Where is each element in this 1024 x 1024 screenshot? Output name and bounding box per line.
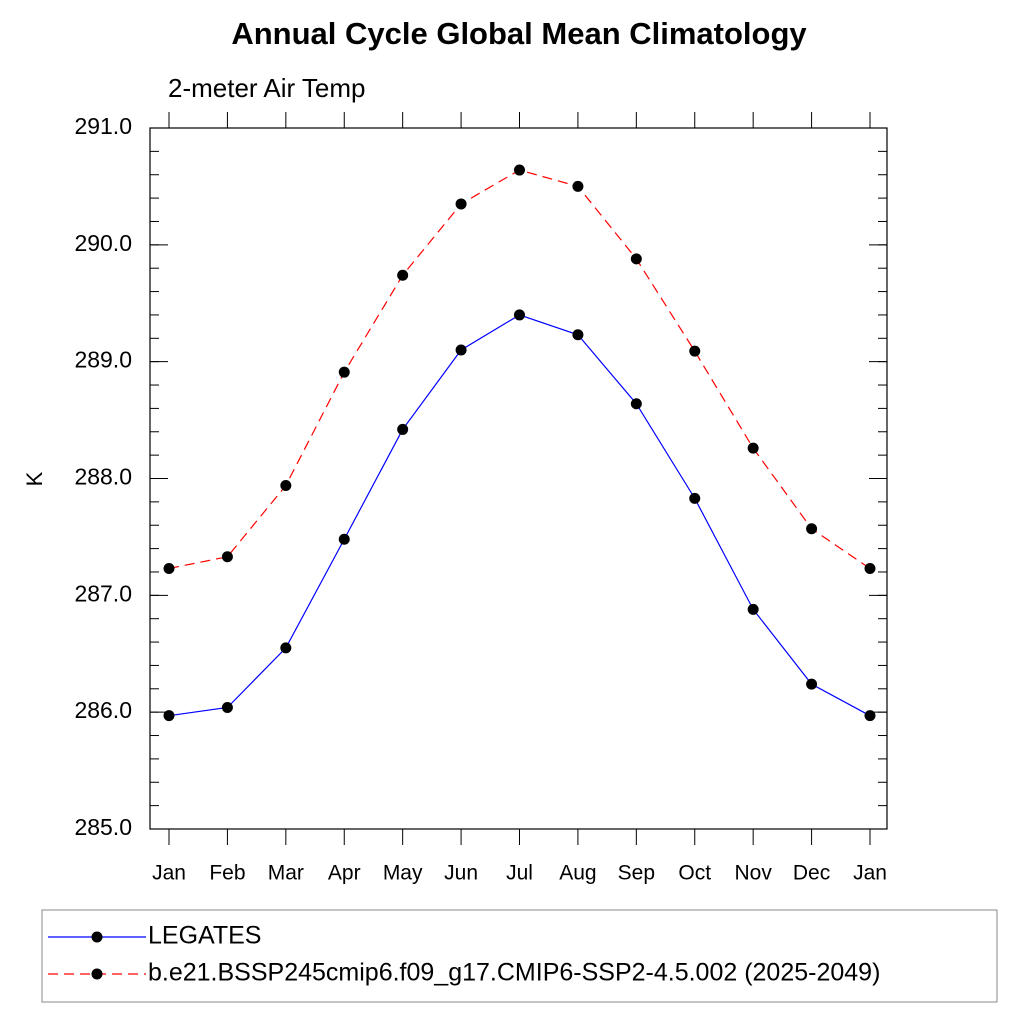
y-tick-label: 287.0 bbox=[74, 580, 132, 606]
y-tick-label: 290.0 bbox=[74, 230, 132, 256]
y-tick-label: 291.0 bbox=[74, 113, 132, 139]
marker bbox=[163, 562, 175, 574]
marker bbox=[338, 366, 350, 378]
marker bbox=[689, 492, 701, 504]
x-tick-label: Sep bbox=[618, 862, 655, 885]
marker bbox=[455, 198, 467, 210]
series-line bbox=[168, 314, 871, 717]
marker bbox=[630, 253, 642, 265]
x-tick-label: Aug bbox=[559, 862, 596, 885]
marker bbox=[689, 345, 701, 357]
marker bbox=[338, 533, 350, 545]
x-tick-label: Dec bbox=[793, 862, 830, 885]
marker bbox=[163, 710, 175, 722]
legend-label: LEGATES bbox=[148, 922, 261, 950]
marker bbox=[630, 398, 642, 410]
plot-frame bbox=[149, 127, 888, 830]
marker bbox=[806, 678, 818, 690]
x-tick-label: Feb bbox=[209, 862, 245, 885]
x-tick-label: Jun bbox=[444, 862, 478, 885]
x-tick-label: May bbox=[383, 862, 423, 885]
legend-marker bbox=[91, 968, 103, 980]
y-tick-label: 288.0 bbox=[74, 464, 132, 490]
marker bbox=[572, 329, 584, 341]
marker bbox=[397, 423, 409, 435]
x-tick-label: Apr bbox=[328, 862, 361, 885]
marker bbox=[514, 164, 525, 176]
x-tick-label: Jan bbox=[853, 862, 887, 885]
marker bbox=[221, 701, 233, 713]
x-tick-label: Nov bbox=[734, 862, 772, 885]
legend-box bbox=[41, 909, 998, 1003]
y-tick-label: 289.0 bbox=[74, 347, 132, 373]
marker bbox=[572, 180, 584, 192]
y-tick-label: 285.0 bbox=[74, 814, 132, 840]
marker bbox=[514, 309, 525, 321]
marker bbox=[864, 710, 876, 722]
marker bbox=[747, 603, 759, 615]
marker bbox=[280, 642, 292, 654]
marker bbox=[397, 269, 409, 281]
marker bbox=[806, 523, 818, 535]
x-tick-label: Jul bbox=[506, 862, 533, 885]
y-axis-label: K bbox=[22, 471, 47, 486]
chart-title: Annual Cycle Global Mean Climatology bbox=[231, 16, 807, 51]
y-tick-label: 286.0 bbox=[74, 697, 132, 723]
series-line bbox=[168, 169, 871, 570]
marker bbox=[221, 551, 233, 563]
chart-subtitle: 2-meter Air Temp bbox=[168, 73, 365, 103]
marker bbox=[864, 562, 876, 574]
x-tick-label: Mar bbox=[268, 862, 304, 885]
x-tick-label: Oct bbox=[678, 862, 711, 885]
marker bbox=[747, 442, 759, 454]
legend-label: b.e21.BSSP245cmip6.f09_g17.CMIP6-SSP2-4.… bbox=[148, 959, 880, 987]
x-tick-label: Jan bbox=[152, 862, 186, 885]
legend-marker bbox=[91, 931, 103, 943]
marker bbox=[455, 344, 467, 356]
marker bbox=[280, 480, 292, 492]
